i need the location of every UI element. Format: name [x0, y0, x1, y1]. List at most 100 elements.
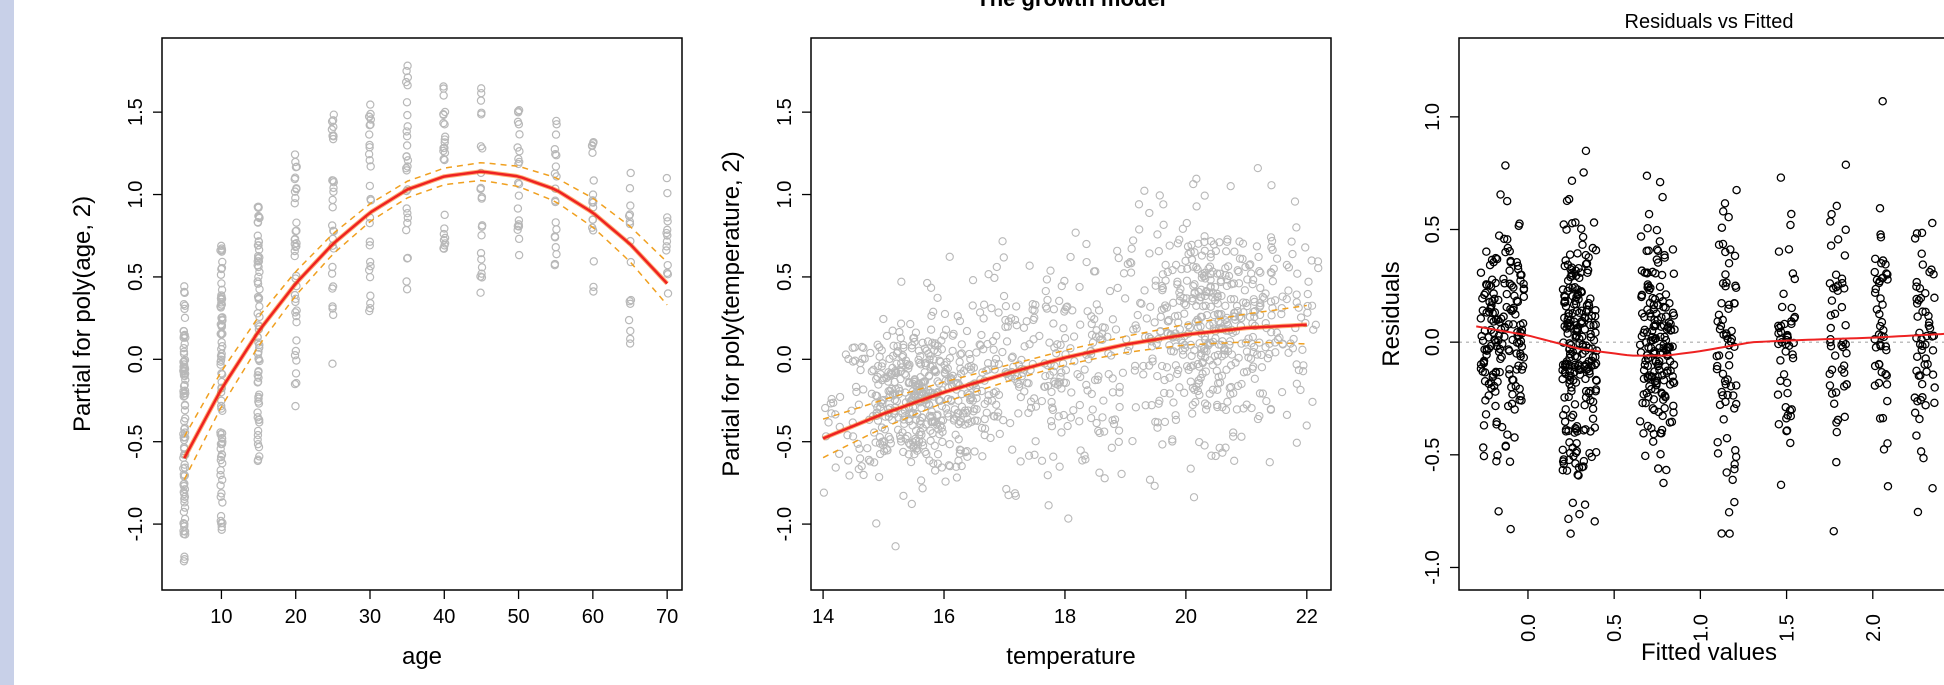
data-point	[514, 216, 524, 225]
residual-point	[1560, 298, 1569, 307]
data-point	[255, 302, 264, 311]
data-point	[883, 446, 892, 455]
data-point	[1223, 235, 1232, 244]
data-point	[907, 499, 916, 509]
residual-point	[1578, 240, 1587, 249]
data-point	[1037, 456, 1047, 465]
data-point	[1171, 260, 1181, 270]
data-point	[1249, 295, 1258, 304]
data-point	[998, 237, 1007, 246]
data-point	[854, 464, 863, 474]
data-point	[1207, 451, 1216, 460]
data-point	[1020, 387, 1029, 396]
data-point	[990, 273, 999, 283]
data-point	[1220, 350, 1229, 359]
residual-point	[1659, 344, 1668, 353]
data-point	[625, 217, 635, 226]
data-point	[1206, 282, 1215, 291]
x-tick-label: 10	[210, 606, 232, 628]
data-point	[1215, 238, 1224, 247]
data-point	[876, 402, 885, 412]
data-point	[899, 491, 908, 501]
data-point	[926, 413, 935, 422]
data-point	[899, 340, 908, 350]
plot-title: Residuals vs Fitted	[1625, 11, 1794, 33]
residual-point	[1501, 161, 1510, 170]
residual-point	[1839, 368, 1849, 377]
residual-point	[1503, 401, 1513, 411]
data-point	[904, 394, 914, 403]
data-point	[999, 253, 1008, 262]
data-point	[941, 325, 951, 334]
data-point	[871, 374, 881, 384]
data-point	[984, 270, 993, 279]
data-point	[1145, 208, 1154, 218]
data-point	[1216, 378, 1225, 387]
data-point	[1248, 280, 1257, 289]
residual-point	[1912, 431, 1921, 440]
data-point	[255, 267, 264, 277]
residual-point	[1568, 443, 1577, 452]
data-point	[1119, 269, 1129, 278]
data-point	[1128, 236, 1138, 245]
data-point	[1158, 440, 1167, 449]
data-point	[1068, 306, 1077, 315]
data-point	[992, 262, 1001, 272]
data-point	[1195, 390, 1204, 400]
data-point	[1213, 269, 1222, 278]
residual-point	[1565, 321, 1575, 331]
residual-point	[1913, 397, 1922, 406]
residual-point	[1562, 196, 1572, 206]
data-point	[1082, 257, 1091, 267]
data-point	[552, 249, 561, 259]
data-point	[1080, 451, 1089, 460]
data-point	[1278, 340, 1288, 349]
residual-point	[1492, 420, 1501, 429]
residual-point	[1494, 336, 1503, 345]
residual-point	[1583, 268, 1592, 278]
residual-point	[1915, 414, 1924, 424]
data-point	[1213, 350, 1223, 360]
data-point	[933, 450, 943, 459]
data-point	[1288, 344, 1298, 353]
data-point	[889, 341, 898, 350]
data-point	[217, 241, 226, 251]
data-point	[180, 304, 189, 314]
data-point	[1226, 361, 1236, 370]
data-point	[1206, 275, 1215, 285]
data-point	[1303, 301, 1312, 311]
residual-point	[1638, 398, 1647, 408]
residual-point	[1586, 395, 1595, 405]
data-point	[992, 400, 1001, 409]
data-point	[439, 229, 449, 239]
residual-point	[1659, 302, 1668, 312]
data-point	[1136, 298, 1145, 308]
data-point	[827, 394, 836, 404]
residual-point	[1661, 290, 1671, 299]
data-point	[626, 295, 636, 305]
residual-point	[1507, 382, 1516, 392]
data-point	[993, 412, 1002, 421]
residual-point	[1913, 507, 1923, 517]
residual-point	[1517, 342, 1527, 351]
data-point	[1091, 267, 1100, 276]
residual-point	[1921, 307, 1930, 317]
y-tick-label: 0.5	[125, 263, 147, 291]
data-point	[365, 120, 374, 130]
data-point	[180, 282, 189, 291]
data-point	[291, 157, 300, 167]
residual-point	[1787, 303, 1797, 313]
data-point	[254, 338, 263, 347]
residual-point	[1591, 320, 1600, 329]
data-point	[1194, 376, 1203, 385]
residual-point	[1722, 329, 1731, 338]
data-point	[179, 299, 189, 309]
data-point	[513, 204, 523, 213]
data-point	[1008, 352, 1017, 361]
data-point	[1063, 421, 1072, 431]
residual-point	[1825, 279, 1835, 288]
data-point	[913, 410, 922, 419]
data-point	[328, 302, 337, 311]
data-point	[589, 176, 598, 185]
data-point	[663, 289, 673, 298]
